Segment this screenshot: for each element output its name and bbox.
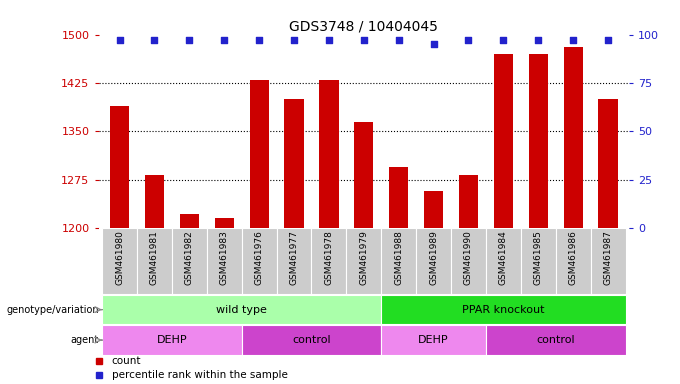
- Text: DEHP: DEHP: [156, 335, 187, 345]
- Text: wild type: wild type: [216, 305, 267, 314]
- Bar: [215, 218, 234, 228]
- Bar: [451, 228, 486, 295]
- Title: GDS3748 / 10404045: GDS3748 / 10404045: [290, 20, 438, 33]
- Bar: [102, 228, 137, 295]
- Point: [288, 37, 299, 43]
- Bar: [416, 228, 451, 295]
- Text: DEHP: DEHP: [418, 335, 449, 345]
- Bar: [486, 326, 626, 355]
- Bar: [381, 326, 486, 355]
- Point: [254, 37, 265, 43]
- Text: GSM461990: GSM461990: [464, 230, 473, 285]
- Bar: [145, 175, 164, 228]
- Bar: [172, 228, 207, 295]
- Bar: [556, 228, 591, 295]
- Bar: [102, 295, 381, 324]
- Text: GSM461988: GSM461988: [394, 230, 403, 285]
- Text: percentile rank within the sample: percentile rank within the sample: [112, 370, 288, 380]
- Bar: [241, 326, 381, 355]
- Point: [324, 37, 335, 43]
- Point: [533, 37, 544, 43]
- Point: [114, 37, 125, 43]
- Bar: [494, 54, 513, 228]
- Bar: [137, 228, 172, 295]
- Text: GSM461989: GSM461989: [429, 230, 438, 285]
- Text: PPAR knockout: PPAR knockout: [462, 305, 545, 314]
- Text: GSM461984: GSM461984: [499, 230, 508, 285]
- Text: GSM461983: GSM461983: [220, 230, 228, 285]
- Text: GSM461987: GSM461987: [604, 230, 613, 285]
- Bar: [320, 80, 339, 228]
- Text: control: control: [292, 335, 330, 345]
- Point: [463, 37, 474, 43]
- Bar: [381, 228, 416, 295]
- Text: GSM461982: GSM461982: [185, 230, 194, 285]
- Bar: [180, 214, 199, 228]
- Text: count: count: [112, 356, 141, 366]
- Bar: [354, 122, 373, 228]
- Bar: [311, 228, 346, 295]
- Bar: [486, 228, 521, 295]
- Text: GSM461981: GSM461981: [150, 230, 159, 285]
- Bar: [381, 295, 626, 324]
- Bar: [459, 175, 478, 228]
- Point: [358, 37, 369, 43]
- Point: [602, 37, 613, 43]
- Text: GSM461977: GSM461977: [290, 230, 299, 285]
- Bar: [389, 167, 408, 228]
- Text: GSM461985: GSM461985: [534, 230, 543, 285]
- Text: GSM461976: GSM461976: [254, 230, 264, 285]
- Bar: [528, 54, 548, 228]
- Point: [219, 37, 230, 43]
- Text: GSM461978: GSM461978: [324, 230, 333, 285]
- Bar: [591, 228, 626, 295]
- Point: [498, 37, 509, 43]
- Bar: [110, 106, 129, 228]
- Point: [393, 37, 404, 43]
- Bar: [564, 48, 583, 228]
- Bar: [277, 228, 311, 295]
- Bar: [521, 228, 556, 295]
- Text: GSM461980: GSM461980: [115, 230, 124, 285]
- Text: genotype/variation: genotype/variation: [6, 305, 99, 314]
- Text: GSM461979: GSM461979: [359, 230, 369, 285]
- Bar: [102, 326, 241, 355]
- Point: [568, 37, 579, 43]
- Bar: [241, 228, 277, 295]
- Bar: [346, 228, 381, 295]
- Bar: [207, 228, 241, 295]
- Bar: [424, 191, 443, 228]
- Bar: [598, 99, 617, 228]
- Bar: [250, 80, 269, 228]
- Point: [184, 37, 194, 43]
- Bar: [284, 99, 303, 228]
- Point: [149, 37, 160, 43]
- Text: control: control: [537, 335, 575, 345]
- Text: agent: agent: [71, 335, 99, 345]
- Point: [428, 41, 439, 47]
- Text: GSM461986: GSM461986: [568, 230, 578, 285]
